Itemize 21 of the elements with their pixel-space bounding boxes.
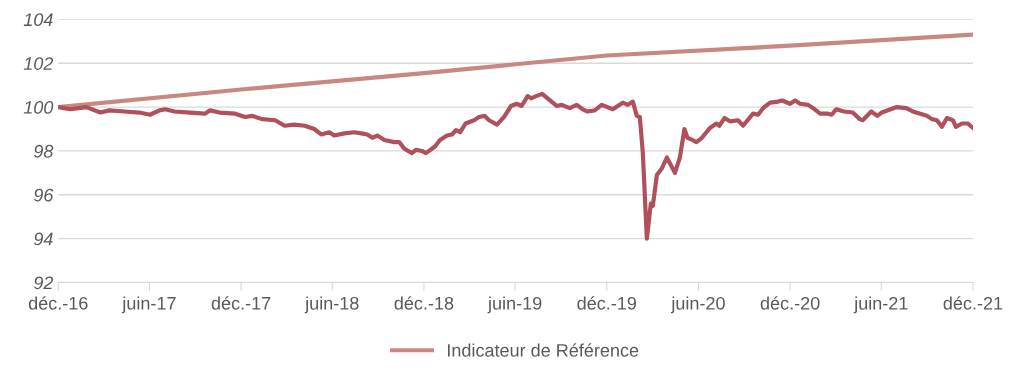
line-series [58,32,973,110]
x-tick-label: juin-19 [487,296,542,314]
x-tick-label: déc.-18 [394,296,454,310]
x-tick-label: juin-20 [670,296,725,314]
line-series [58,91,973,241]
y-tick-label: 92 [33,276,54,290]
y-tick-label: 102 [23,57,54,70]
y-tick-label: 100 [23,101,54,114]
x-tick-label: juin-17 [121,296,176,314]
x-tick-label: déc.-16 [28,296,88,310]
x-tick-label: déc.-19 [577,296,637,310]
y-tick-label: 96 [33,188,54,202]
x-tick-label: juin-18 [304,296,359,314]
x-tick-label: déc.-21 [943,296,1003,310]
y-tick-label: 94 [33,232,53,246]
y-tick-label: 104 [23,13,53,27]
x-tick-label: déc.-20 [760,296,820,310]
legend-label: Indicateur de Référence [448,343,639,357]
x-tick-label: déc.-17 [211,296,271,310]
y-tick-label: 98 [33,144,54,158]
x-tick-label: juin-21 [853,296,908,314]
